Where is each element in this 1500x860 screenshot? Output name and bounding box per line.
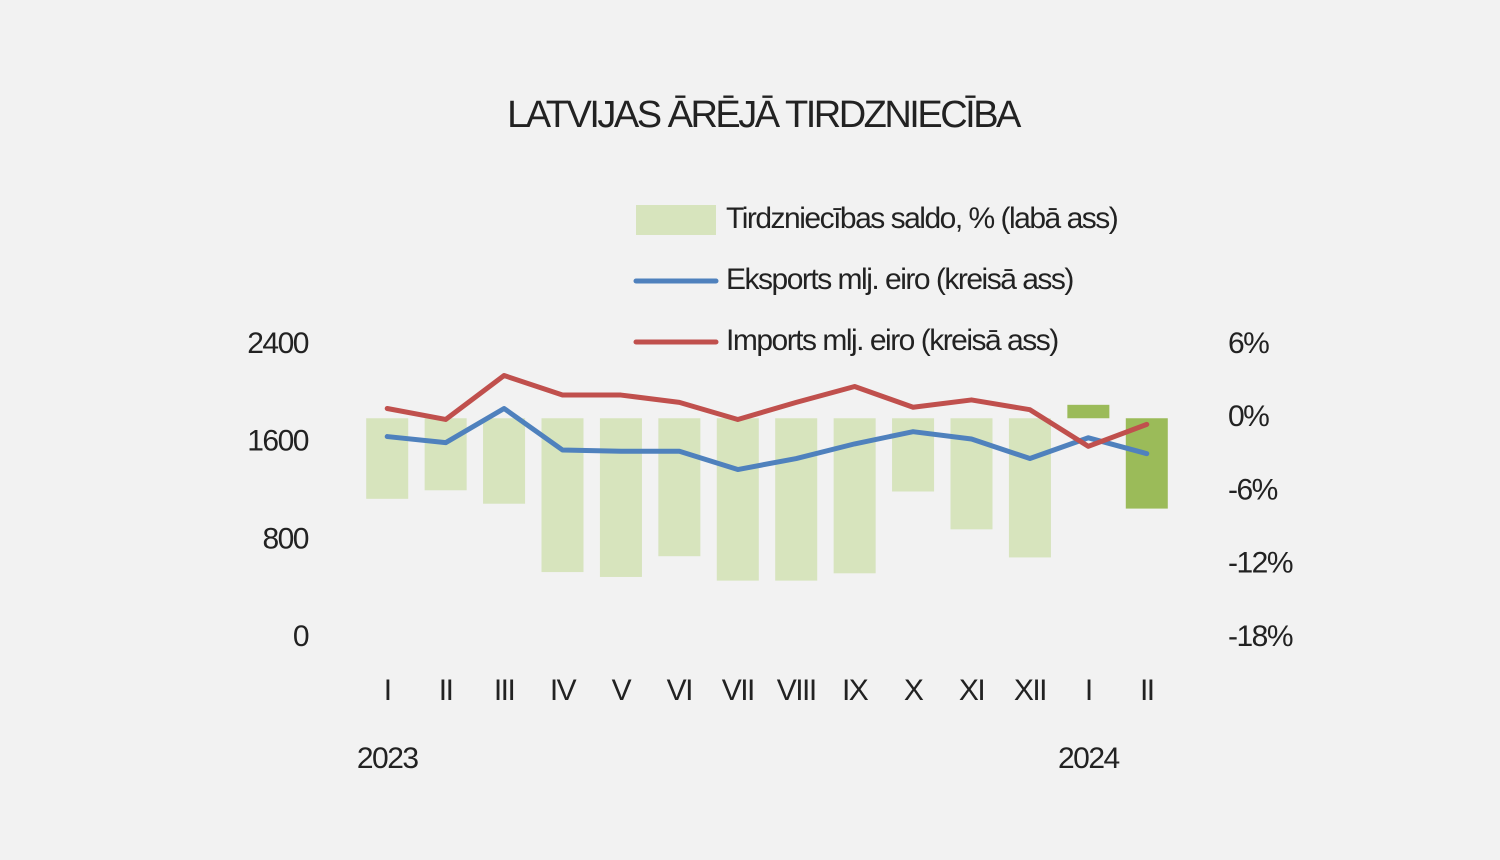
x-tick-label: IX: [842, 674, 869, 707]
bar: [775, 418, 818, 581]
legend-label: Tirdzniecības saldo, % (labā ass): [726, 202, 1118, 235]
bar: [1067, 404, 1110, 419]
bar: [716, 418, 759, 581]
x-tick-label: XI: [959, 674, 984, 707]
bar: [483, 418, 526, 504]
bar: [1008, 418, 1051, 558]
x-tick-label: IV: [550, 674, 577, 707]
chart-title: LATVIJAS ĀRĒJĀ TIRDZNIECĪBA: [507, 94, 1022, 136]
line: [384, 373, 1150, 449]
x-tick-label: II: [439, 674, 453, 707]
legend-label: Imports mlj. eiro (kreisā ass): [726, 324, 1058, 357]
x-tick-label: I: [1085, 674, 1092, 707]
bar: [541, 418, 584, 573]
bar: [1125, 418, 1168, 509]
x-tick-label: X: [904, 674, 924, 707]
line: [384, 405, 1150, 473]
y-tick-label: 800: [262, 522, 308, 555]
y-tick-label: 1600: [247, 425, 309, 458]
x-tick-label: V: [612, 674, 632, 707]
x-tick-label: XII: [1014, 674, 1046, 707]
y2-tick-label: 6%: [1228, 327, 1269, 360]
bar: [424, 418, 467, 491]
x-tick-label: VI: [667, 674, 692, 707]
y2-tick-label: -12%: [1228, 547, 1293, 580]
x-tick-label: VII: [722, 674, 754, 707]
bar: [658, 418, 701, 557]
y2-tick-label: -6%: [1228, 473, 1278, 506]
y2-tick-label: 0%: [1228, 400, 1269, 433]
x-tick-label: VIII: [777, 674, 816, 707]
y2-tick-label: -18%: [1228, 620, 1293, 653]
year-label: 2023: [357, 742, 419, 775]
x-tick-label: II: [1140, 674, 1154, 707]
x-tick-label: III: [494, 674, 515, 707]
legend-label: Eksports mlj. eiro (kreisā ass): [726, 263, 1073, 296]
y-tick-label: 2400: [247, 327, 309, 360]
bar: [366, 418, 409, 499]
bar: [599, 418, 642, 577]
x-tick-label: I: [384, 674, 391, 707]
legend-swatch: [636, 205, 716, 235]
year-label: 2024: [1058, 742, 1120, 775]
y-tick-label: 0: [293, 620, 309, 653]
